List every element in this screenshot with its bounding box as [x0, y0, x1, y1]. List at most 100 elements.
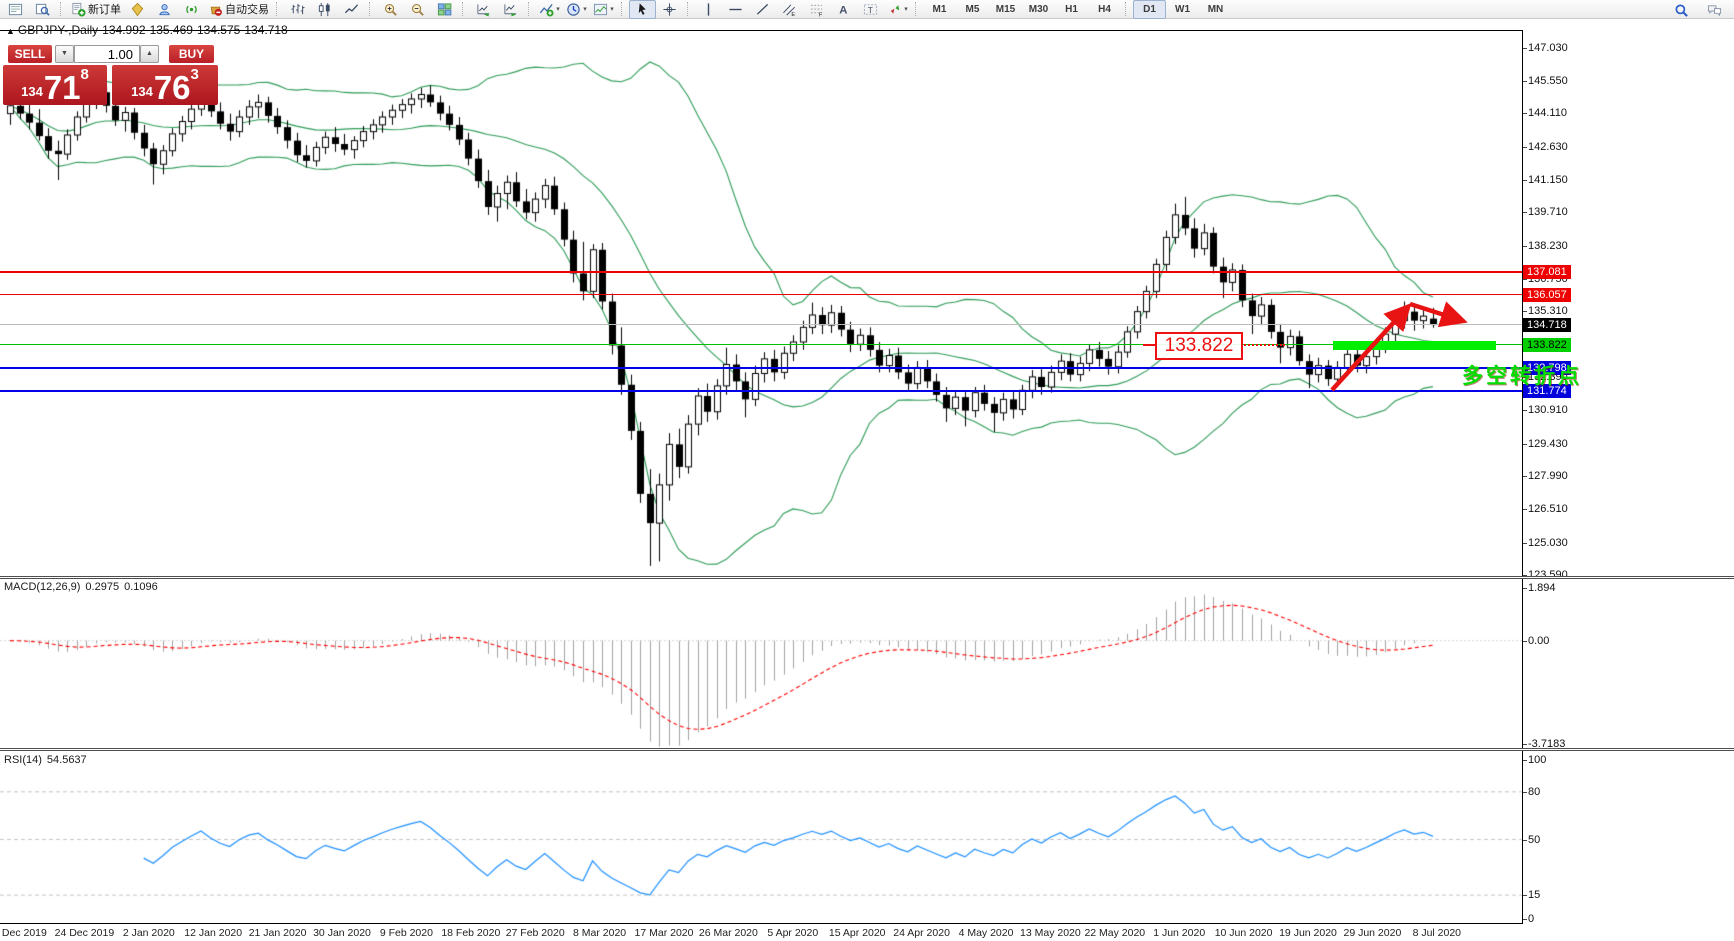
timeframe-h4-button[interactable]: H4 — [1098, 3, 1111, 15]
metaeditor-button[interactable] — [124, 0, 151, 19]
data-window-button[interactable] — [29, 0, 56, 19]
templates-button[interactable]: ▾ — [590, 0, 617, 19]
svg-text:F: F — [819, 12, 823, 16]
timeframe-m30-button[interactable]: M30 — [1028, 3, 1049, 15]
zoom-in-button[interactable] — [377, 0, 404, 19]
chart-right-border — [1522, 30, 1523, 923]
signals-button[interactable] — [178, 0, 205, 19]
macd-label: MACD(12,26,9) 0.2975 0.1096 — [4, 581, 158, 593]
timeframe-m15-button[interactable]: M15 — [995, 3, 1016, 15]
date-tick: 4 May 2020 — [958, 927, 1014, 939]
timeframe-m5-button[interactable]: M5 — [965, 3, 980, 15]
price-tick: 147.030 — [1523, 41, 1568, 54]
bars-chart-button[interactable] — [284, 0, 311, 19]
toolbar-separator — [1125, 2, 1130, 16]
toolbar-separator — [60, 2, 65, 16]
zoom-out-button[interactable] — [404, 0, 431, 19]
arrows-button[interactable]: ▾ — [884, 0, 911, 19]
channel-button[interactable]: E — [776, 0, 803, 19]
indicators-icon — [540, 3, 554, 17]
candles-chart-button[interactable] — [311, 0, 338, 19]
vertical-line-button[interactable] — [695, 0, 722, 19]
timeframe-h1-button[interactable]: H1 — [1065, 3, 1078, 15]
price-tick: 142.630 — [1523, 140, 1568, 153]
templates-icon — [594, 3, 608, 15]
text-label-button[interactable]: T — [857, 0, 884, 19]
resistance-2-line[interactable] — [0, 294, 1522, 296]
volume-input[interactable] — [74, 45, 140, 63]
indicators-button[interactable]: ▾ — [536, 0, 563, 19]
crosshair-button[interactable] — [656, 0, 683, 19]
text-button[interactable]: A — [830, 0, 857, 19]
support-1-line[interactable] — [0, 366, 1522, 369]
date-axis[interactable]: 5 Dec 2019 24 Dec 2019 2 Jan 2020 12 Jan 20… — [0, 925, 1734, 941]
chart-shift-button[interactable] — [497, 0, 524, 19]
line-chart-button[interactable] — [338, 0, 365, 19]
price-axis[interactable]: 147.030 145.550 144.110 142.630 141.150 139.7… — [1522, 19, 1734, 925]
dropdown-caret-icon[interactable]: ▾ — [610, 6, 614, 13]
volume-increase-button[interactable]: ▲ — [140, 45, 159, 63]
macd-canvas[interactable] — [0, 579, 1522, 748]
market-watch-button[interactable] — [2, 0, 29, 19]
pane-separator[interactable] — [0, 576, 1734, 579]
chart-shift-icon — [504, 3, 517, 16]
vertical-line-icon — [707, 2, 710, 16]
sell-price[interactable]: 134 71 8 — [3, 65, 107, 105]
volume-decrease-button[interactable]: ▼ — [55, 45, 74, 63]
ohlc-close: 134.718 — [244, 23, 288, 37]
chat-button[interactable] — [1701, 1, 1728, 20]
text-icon: A — [839, 4, 847, 16]
date-tick: 18 Feb 2020 — [441, 927, 501, 939]
horizontal-line-button[interactable] — [722, 0, 749, 19]
date-tick: 19 Jun 2020 — [1279, 927, 1337, 939]
horizontal-line-icon — [729, 8, 742, 10]
signals-icon — [186, 5, 197, 13]
pane-separator[interactable] — [0, 748, 1734, 751]
price-tick: 125.030 — [1523, 536, 1568, 549]
timeframe-mn-button[interactable]: MN — [1207, 3, 1224, 15]
support-zone-bar[interactable] — [1333, 341, 1496, 350]
rsi-tick: 15 — [1522, 889, 1541, 902]
experts-icon — [159, 3, 170, 15]
resistance-1-label: 137.081 — [1523, 264, 1571, 279]
new-order-button-label: 新订单 — [88, 4, 121, 16]
sell-button[interactable]: SELL — [8, 45, 52, 63]
candles-chart-icon — [318, 2, 330, 16]
search-button[interactable] — [1668, 1, 1695, 20]
tile-windows-button[interactable] — [431, 0, 458, 19]
resistance-1-line[interactable] — [0, 270, 1522, 273]
new-order-button[interactable]: 新订单 — [68, 0, 124, 19]
periods-button[interactable]: ▾ — [563, 0, 590, 19]
bull-bear-pivot-note[interactable]: 多空转折点 — [1462, 365, 1582, 388]
timeframe-d1-button[interactable]: D1 — [1133, 0, 1166, 19]
auto-scroll-button[interactable] — [470, 0, 497, 19]
timeframe-m1-button[interactable]: M1 — [932, 3, 947, 15]
price-tick: 130.910 — [1523, 404, 1568, 417]
trendline-button[interactable] — [749, 0, 776, 19]
rsi-canvas[interactable] — [0, 751, 1522, 923]
dropdown-caret-icon[interactable]: ▾ — [583, 6, 587, 13]
date-tick: 27 Feb 2020 — [505, 927, 565, 939]
periods-icon — [567, 2, 580, 16]
fibonacci-icon: F — [810, 4, 823, 17]
experts-button[interactable] — [151, 0, 178, 19]
buy-button[interactable]: BUY — [169, 45, 214, 63]
current-price-line[interactable] — [0, 324, 1522, 326]
svg-text:E: E — [791, 12, 795, 17]
buy-price[interactable]: 134 76 3 — [112, 65, 218, 105]
chat-icon — [1707, 5, 1722, 17]
fibonacci-button[interactable]: F — [803, 0, 830, 19]
cursor-button[interactable] — [629, 0, 656, 19]
zoom-in-icon — [384, 3, 397, 16]
dropdown-caret-icon[interactable]: ▾ — [556, 6, 560, 13]
current-price-label: 134.718 — [1523, 317, 1571, 332]
data-window-icon — [35, 3, 50, 16]
dropdown-caret-icon[interactable]: ▾ — [904, 6, 908, 13]
main-chart-canvas[interactable] — [0, 30, 1522, 576]
timeframe-w1-button[interactable]: W1 — [1175, 3, 1190, 15]
pivot-green-line[interactable] — [0, 344, 1522, 346]
price-annotation-label[interactable]: 133.822 — [1155, 332, 1243, 360]
autotrading-button[interactable]: 自动交易 — [205, 0, 272, 19]
support-2-line[interactable] — [0, 389, 1522, 392]
toolbar-separator — [915, 2, 920, 16]
